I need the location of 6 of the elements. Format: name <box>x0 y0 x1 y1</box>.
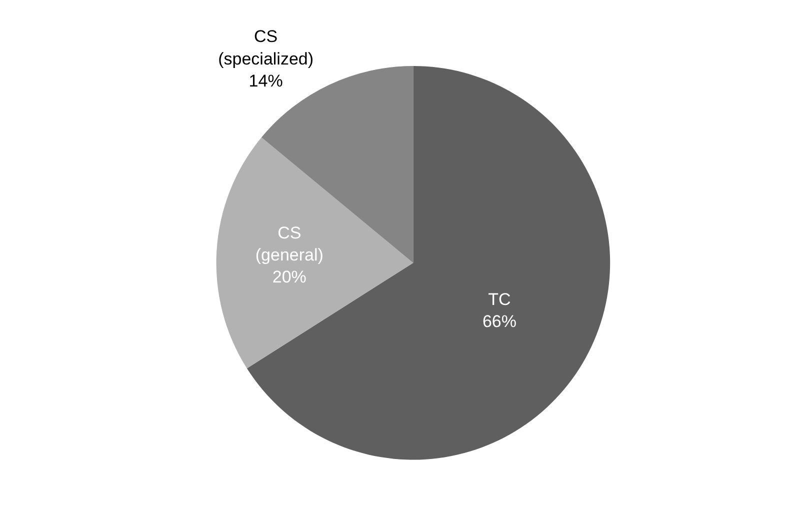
slice-label: TC <box>488 290 511 309</box>
data-label: 14% <box>248 71 283 90</box>
slice-label: CS (general) <box>255 224 324 265</box>
data-label: 20% <box>272 268 306 287</box>
data-label: 66% <box>482 312 516 331</box>
slice-label: CS (specialized) <box>218 27 314 68</box>
